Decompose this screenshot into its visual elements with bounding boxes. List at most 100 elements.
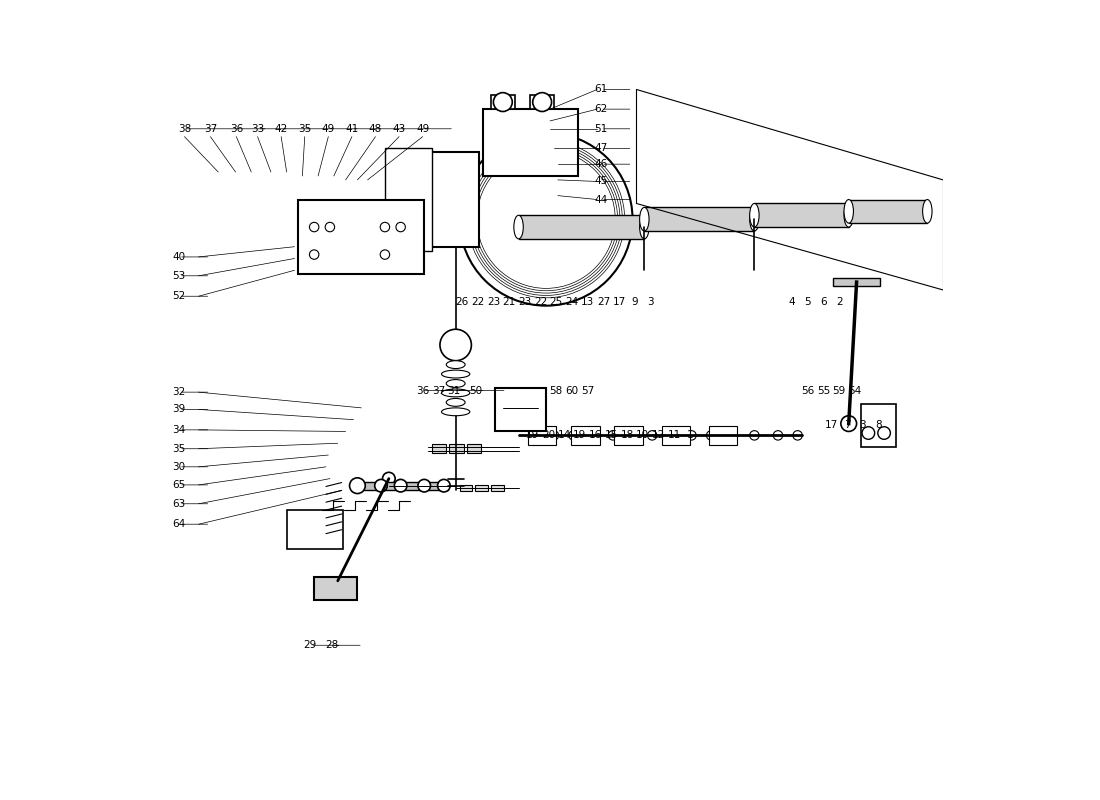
Circle shape bbox=[667, 430, 676, 440]
Text: 21: 21 bbox=[503, 297, 516, 306]
Text: 18: 18 bbox=[620, 430, 634, 440]
Text: 4: 4 bbox=[789, 297, 795, 306]
Text: 8: 8 bbox=[876, 420, 882, 430]
Text: 51: 51 bbox=[594, 124, 607, 134]
Text: 27: 27 bbox=[597, 297, 611, 306]
Text: 43: 43 bbox=[393, 124, 406, 134]
Text: 49: 49 bbox=[416, 124, 429, 134]
Text: 23: 23 bbox=[487, 297, 500, 306]
Bar bbox=[849, 199, 927, 223]
Bar bbox=[491, 485, 504, 491]
Ellipse shape bbox=[447, 361, 465, 369]
Circle shape bbox=[394, 479, 407, 492]
Ellipse shape bbox=[750, 203, 759, 227]
Text: 38: 38 bbox=[178, 124, 191, 134]
Text: 2: 2 bbox=[836, 297, 843, 306]
Bar bbox=[530, 95, 554, 109]
Bar bbox=[353, 482, 448, 490]
Ellipse shape bbox=[447, 398, 465, 406]
Text: 16: 16 bbox=[588, 430, 602, 440]
Ellipse shape bbox=[441, 389, 470, 397]
Text: 32: 32 bbox=[173, 387, 186, 397]
Text: 23: 23 bbox=[518, 297, 531, 306]
Circle shape bbox=[383, 472, 395, 485]
Text: 59: 59 bbox=[833, 386, 846, 395]
Text: 24: 24 bbox=[565, 297, 579, 306]
Text: 35: 35 bbox=[173, 444, 186, 454]
Text: 28: 28 bbox=[324, 640, 338, 650]
Circle shape bbox=[588, 430, 598, 440]
Ellipse shape bbox=[470, 143, 623, 295]
Text: 62: 62 bbox=[594, 104, 607, 114]
Text: 19: 19 bbox=[573, 430, 586, 440]
Circle shape bbox=[569, 430, 579, 440]
Text: 9: 9 bbox=[631, 297, 638, 306]
Circle shape bbox=[494, 93, 513, 111]
Ellipse shape bbox=[639, 215, 649, 239]
Text: 11: 11 bbox=[668, 430, 681, 440]
Ellipse shape bbox=[923, 199, 932, 223]
Bar bbox=[518, 215, 645, 239]
Circle shape bbox=[440, 330, 472, 361]
Circle shape bbox=[686, 430, 696, 440]
Circle shape bbox=[438, 479, 450, 492]
Circle shape bbox=[549, 430, 559, 440]
Ellipse shape bbox=[472, 146, 620, 293]
Text: 48: 48 bbox=[368, 124, 382, 134]
Text: 3: 3 bbox=[647, 297, 653, 306]
Text: 58: 58 bbox=[550, 386, 563, 395]
Text: 45: 45 bbox=[594, 177, 607, 186]
Text: 56: 56 bbox=[801, 386, 814, 395]
Text: 5: 5 bbox=[804, 297, 811, 306]
Bar bbox=[432, 444, 447, 454]
Circle shape bbox=[309, 222, 319, 232]
Circle shape bbox=[628, 430, 637, 440]
Bar bbox=[408, 152, 480, 246]
Bar bbox=[466, 444, 481, 454]
Text: 52: 52 bbox=[173, 291, 186, 302]
Text: 54: 54 bbox=[848, 386, 861, 395]
Text: 37: 37 bbox=[431, 386, 446, 395]
Text: 40: 40 bbox=[173, 252, 186, 262]
Bar bbox=[385, 149, 432, 250]
Text: 36: 36 bbox=[416, 386, 429, 395]
Ellipse shape bbox=[477, 150, 615, 288]
Ellipse shape bbox=[514, 215, 524, 239]
Circle shape bbox=[648, 430, 657, 440]
Circle shape bbox=[309, 250, 319, 259]
Bar bbox=[645, 207, 755, 231]
Circle shape bbox=[375, 479, 387, 492]
Text: 31: 31 bbox=[448, 386, 461, 395]
Bar bbox=[528, 426, 557, 445]
Bar bbox=[475, 485, 488, 491]
Circle shape bbox=[862, 426, 874, 439]
Circle shape bbox=[840, 416, 857, 431]
Bar bbox=[661, 426, 690, 445]
Text: 17: 17 bbox=[613, 297, 626, 306]
Circle shape bbox=[418, 479, 430, 492]
Text: 13: 13 bbox=[581, 297, 594, 306]
Text: 3: 3 bbox=[859, 420, 866, 430]
Circle shape bbox=[529, 430, 539, 440]
Text: 55: 55 bbox=[817, 386, 830, 395]
Text: 41: 41 bbox=[345, 124, 359, 134]
Ellipse shape bbox=[844, 203, 854, 227]
Text: 63: 63 bbox=[173, 498, 186, 509]
Text: 33: 33 bbox=[251, 124, 264, 134]
Bar bbox=[450, 444, 463, 454]
Bar bbox=[755, 203, 849, 227]
Bar bbox=[315, 577, 358, 601]
Ellipse shape bbox=[639, 207, 649, 231]
Circle shape bbox=[396, 222, 406, 232]
Bar bbox=[615, 426, 642, 445]
Text: 57: 57 bbox=[581, 386, 594, 395]
Bar bbox=[495, 388, 546, 431]
Circle shape bbox=[750, 430, 759, 440]
Bar bbox=[298, 199, 425, 274]
Ellipse shape bbox=[844, 199, 854, 223]
Circle shape bbox=[878, 426, 890, 439]
Circle shape bbox=[726, 430, 736, 440]
Text: 10: 10 bbox=[636, 430, 649, 440]
Text: 47: 47 bbox=[594, 143, 607, 154]
Text: 14: 14 bbox=[558, 430, 571, 440]
